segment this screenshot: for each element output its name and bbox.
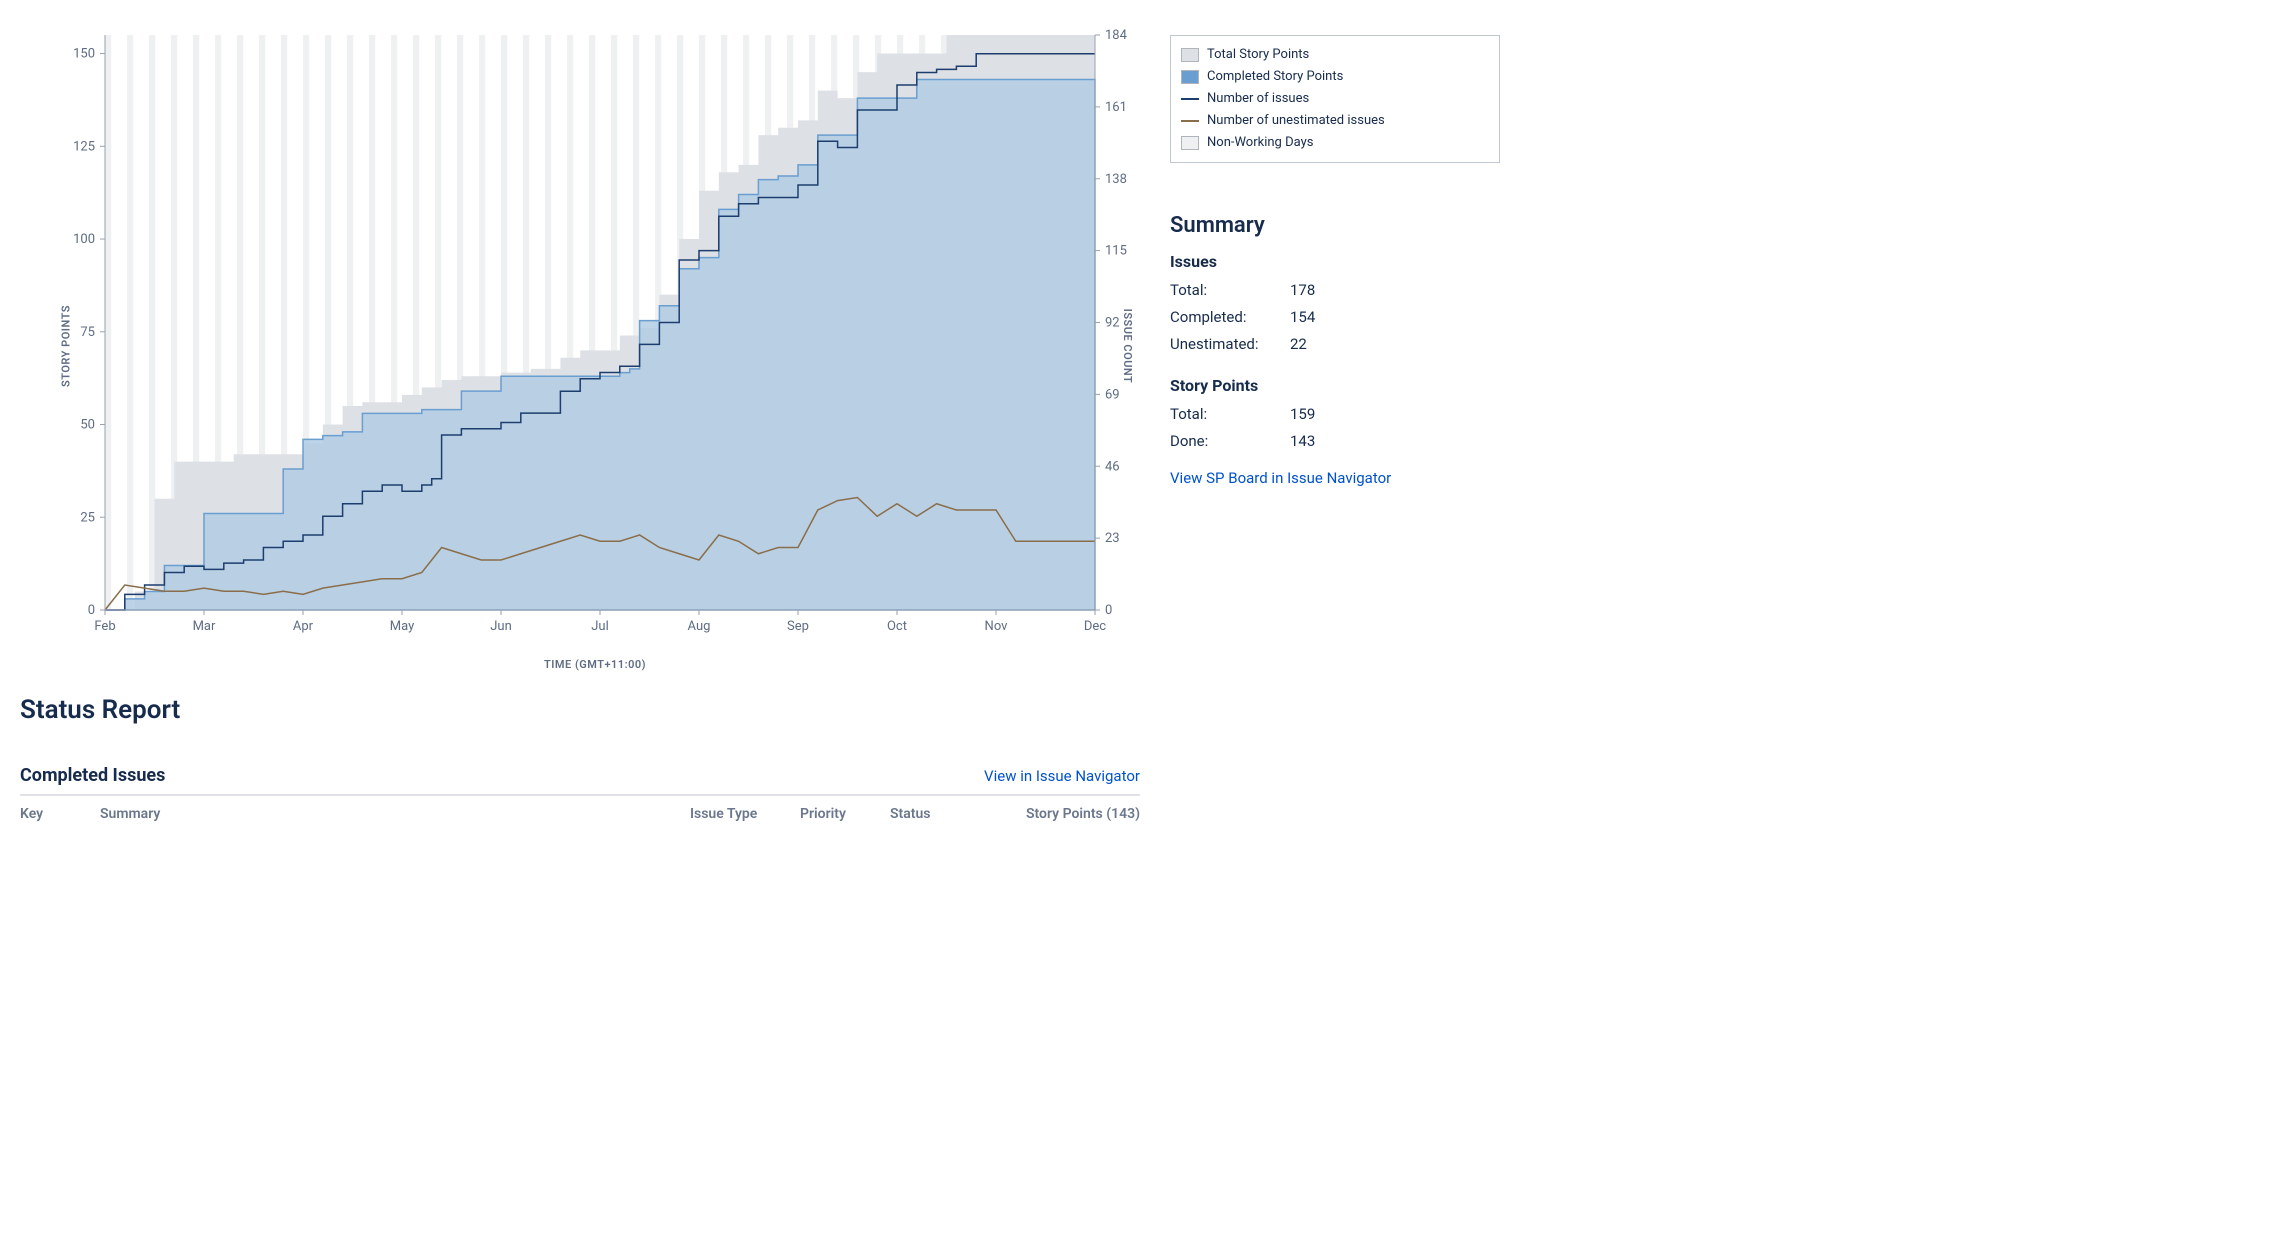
legend-item: Total Story Points (1181, 44, 1489, 66)
legend-swatch (1181, 48, 1199, 62)
issues-subheading: Issues (1170, 252, 1500, 271)
svg-text:25: 25 (80, 510, 95, 525)
svg-text:May: May (390, 619, 414, 634)
svg-text:138: 138 (1105, 172, 1127, 187)
sp-total-value: 159 (1290, 401, 1315, 428)
y-axis-right-label: ISSUE COUNT (1121, 308, 1134, 383)
summary-panel: Summary Issues Total:178 Completed:154 U… (1170, 213, 1500, 487)
legend-item: Completed Story Points (1181, 66, 1489, 88)
svg-text:0: 0 (88, 603, 95, 618)
svg-text:46: 46 (1105, 459, 1120, 474)
legend-label: Non-Working Days (1207, 132, 1313, 154)
svg-text:75: 75 (80, 325, 95, 340)
x-axis-label: TIME (GMT+11:00) (50, 658, 1140, 671)
svg-text:Nov: Nov (985, 619, 1009, 634)
chart-svg: 0 25 50 75 100 125 150 0 23 46 69 92 115 138 161 184 Feb… (50, 20, 1140, 650)
legend-label: Total Story Points (1207, 44, 1309, 66)
svg-text:Dec: Dec (1084, 619, 1106, 634)
svg-text:161: 161 (1105, 100, 1127, 115)
col-story-points[interactable]: Story Points (143) (980, 806, 1140, 822)
svg-text:23: 23 (1105, 531, 1120, 546)
legend-swatch (1181, 98, 1199, 100)
status-report-heading: Status Report (20, 695, 1140, 725)
svg-text:50: 50 (80, 418, 95, 433)
legend-label: Completed Story Points (1207, 66, 1343, 88)
svg-text:100: 100 (73, 232, 95, 247)
svg-text:Aug: Aug (688, 619, 711, 634)
completed-issues-table-header: Key Summary Issue Type Priority Status S… (20, 794, 1140, 822)
legend-label: Number of unestimated issues (1207, 110, 1385, 132)
svg-text:0: 0 (1105, 603, 1112, 618)
issues-completed-label: Completed: (1170, 304, 1290, 331)
svg-text:Apr: Apr (293, 619, 314, 634)
svg-text:Oct: Oct (887, 619, 907, 634)
story-points-subheading: Story Points (1170, 376, 1500, 395)
issues-total-label: Total: (1170, 277, 1290, 304)
issues-unestimated-value: 22 (1290, 331, 1307, 358)
view-board-link[interactable]: View SP Board in Issue Navigator (1170, 469, 1391, 487)
summary-heading: Summary (1170, 213, 1500, 238)
svg-text:92: 92 (1105, 316, 1120, 331)
col-issue-type[interactable]: Issue Type (690, 806, 800, 822)
svg-text:150: 150 (73, 47, 95, 62)
col-priority[interactable]: Priority (800, 806, 890, 822)
sp-done-label: Done: (1170, 428, 1290, 455)
legend-swatch (1181, 136, 1199, 150)
view-in-navigator-link[interactable]: View in Issue Navigator (984, 767, 1140, 785)
svg-text:Sep: Sep (787, 619, 809, 634)
svg-text:Jun: Jun (490, 619, 512, 634)
issues-completed-value: 154 (1290, 304, 1315, 331)
svg-text:115: 115 (1105, 244, 1127, 259)
legend-swatch (1181, 70, 1199, 84)
svg-text:Mar: Mar (193, 619, 216, 634)
sp-done-value: 143 (1290, 428, 1315, 455)
legend-label: Number of issues (1207, 88, 1309, 110)
completed-issues-heading: Completed Issues (20, 765, 165, 786)
col-key[interactable]: Key (20, 806, 100, 822)
svg-text:184: 184 (1105, 28, 1128, 43)
chart-legend: Total Story PointsCompleted Story Points… (1170, 35, 1500, 163)
issues-unestimated-label: Unestimated: (1170, 331, 1290, 358)
svg-text:Feb: Feb (94, 619, 115, 634)
svg-text:69: 69 (1105, 387, 1120, 402)
svg-text:125: 125 (73, 139, 95, 154)
issues-total-value: 178 (1290, 277, 1315, 304)
sp-total-label: Total: (1170, 401, 1290, 428)
legend-swatch (1181, 120, 1199, 122)
y-axis-left-label: STORY POINTS (59, 305, 72, 387)
col-summary[interactable]: Summary (100, 806, 690, 822)
legend-item: Non-Working Days (1181, 132, 1489, 154)
legend-item: Number of unestimated issues (1181, 110, 1489, 132)
chart-container: STORY POINTS ISSUE COUNT 0 25 50 75 100 125 15… (50, 20, 1140, 671)
col-status[interactable]: Status (890, 806, 980, 822)
legend-item: Number of issues (1181, 88, 1489, 110)
svg-text:Jul: Jul (591, 619, 609, 634)
